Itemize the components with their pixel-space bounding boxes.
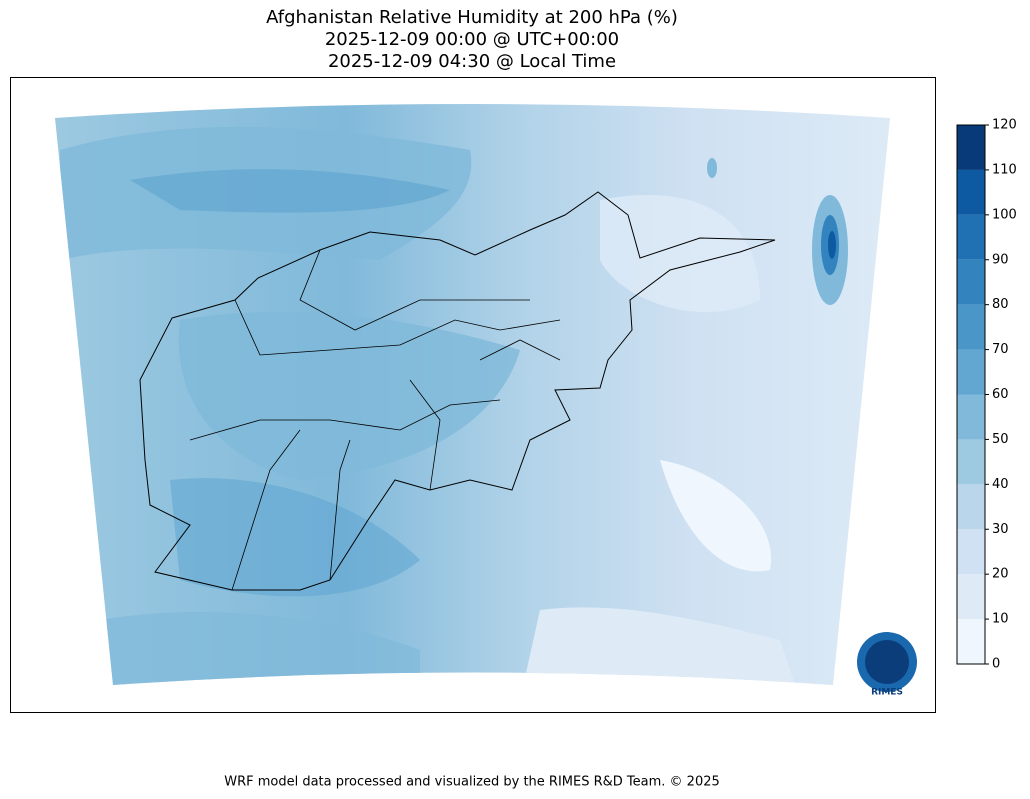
colorbar-tick-label: 0 xyxy=(992,657,1000,672)
colorbar-level xyxy=(957,484,985,530)
map-frame xyxy=(10,77,936,713)
logo-text: RIMES xyxy=(871,688,903,698)
colorbar-tick-label: 110 xyxy=(992,162,1017,177)
colorbar-level xyxy=(957,349,985,395)
colorbar-level xyxy=(957,439,985,485)
colorbar-level xyxy=(957,574,985,620)
colorbar-level xyxy=(957,259,985,305)
province-borders xyxy=(189,249,561,591)
colorbar-level xyxy=(957,619,985,664)
title-line: Afghanistan Relative Humidity at 200 hPa… xyxy=(266,7,678,28)
colorbar-level xyxy=(957,394,985,440)
colorbar-level xyxy=(957,214,985,260)
colorbar-tick-label: 30 xyxy=(992,522,1009,537)
colorbar-level xyxy=(957,529,985,575)
logo: RIMES xyxy=(857,632,917,698)
colorbar-level xyxy=(957,304,985,350)
colorbar-tick-label: 40 xyxy=(992,477,1009,492)
colorbar: 0 10 20 30 40 50 60 70 80 90 100 110 120 xyxy=(956,118,1017,672)
footer: WRF model data processed and visualized … xyxy=(224,775,720,790)
title-line: 2025-12-09 00:00 @ UTC+00:00 xyxy=(325,29,619,50)
colorbar-level xyxy=(957,169,985,215)
colorbar-tick-label: 60 xyxy=(992,387,1009,402)
title-line: 2025-12-09 04:30 @ Local Time xyxy=(328,51,616,72)
colorbar-tick-label: 70 xyxy=(992,342,1009,357)
humidity-field xyxy=(55,104,890,685)
colorbar-tick-label: 50 xyxy=(992,432,1009,447)
colorbar-tick-label: 120 xyxy=(992,118,1017,133)
colorbar-tick-label: 100 xyxy=(992,207,1017,222)
colorbar-tick-label: 20 xyxy=(992,567,1009,582)
colorbar-tick-label: 90 xyxy=(992,252,1009,267)
colorbar-tick-label: 80 xyxy=(992,297,1009,312)
colorbar-tick-label: 10 xyxy=(992,612,1009,627)
colorbar-level xyxy=(957,125,985,170)
